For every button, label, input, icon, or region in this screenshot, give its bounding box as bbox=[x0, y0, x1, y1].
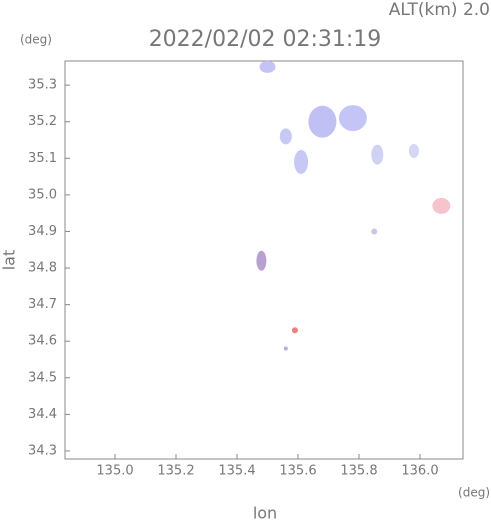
echo-region bbox=[371, 228, 378, 235]
echo-region bbox=[294, 149, 309, 174]
altitude: ALT(km) 2.0 bbox=[389, 0, 490, 20]
y-tick-label: 34.7 bbox=[28, 297, 57, 312]
x-tick-label: 135.6 bbox=[279, 464, 316, 479]
echo-region bbox=[432, 197, 451, 214]
y-tick-label: 34.3 bbox=[28, 443, 57, 458]
x-tick-label: 135.8 bbox=[340, 464, 377, 479]
echo-region bbox=[338, 105, 367, 132]
echo-region bbox=[279, 128, 292, 145]
y-tick-label: 34.9 bbox=[28, 224, 57, 239]
plot-frame bbox=[64, 60, 464, 460]
y-tick-label: 34.6 bbox=[28, 334, 57, 349]
y-label: lat bbox=[0, 250, 19, 271]
chart-title: 2022/02/02 02:31:19 bbox=[149, 27, 382, 52]
echo-region bbox=[308, 105, 337, 138]
echo-region bbox=[256, 250, 267, 271]
x-tick-label: 135.0 bbox=[96, 464, 133, 479]
y-tick-label: 34.5 bbox=[28, 370, 57, 385]
y-tick-label: 35.1 bbox=[28, 151, 57, 166]
y-tick-label: 35.2 bbox=[28, 114, 57, 129]
y-tick-label: 34.4 bbox=[28, 407, 57, 422]
echo-region bbox=[408, 143, 419, 158]
echo-region bbox=[259, 60, 276, 73]
y-tick-label: 34.8 bbox=[28, 261, 57, 276]
y-tick-label: 35.3 bbox=[28, 78, 57, 93]
x-tick-label: 135.2 bbox=[157, 464, 194, 479]
x-tick-label: 135.4 bbox=[218, 464, 255, 479]
y-unit: (deg) bbox=[20, 33, 52, 47]
x-label: lon bbox=[253, 504, 277, 521]
y-tick-label: 35.0 bbox=[28, 187, 57, 202]
echo-region bbox=[291, 327, 298, 334]
echo-region bbox=[371, 144, 384, 165]
x-tick-label: 136.0 bbox=[401, 464, 438, 479]
x-unit: (deg) bbox=[458, 486, 490, 500]
echo-region bbox=[283, 346, 288, 351]
